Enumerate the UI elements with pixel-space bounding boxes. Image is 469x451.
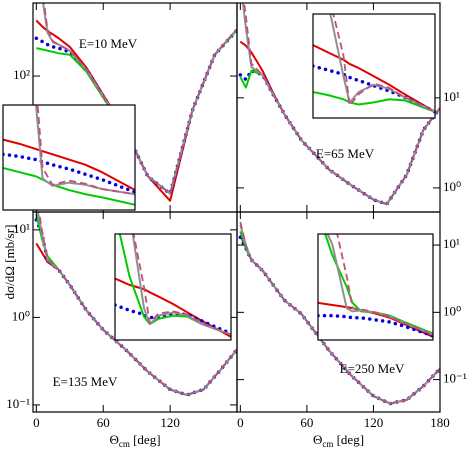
data-line [332,14,435,113]
x-tick-label: 180 [430,415,450,430]
data-line [239,221,440,405]
inset [115,234,231,338]
y-tick-label: 10² [13,67,30,82]
data-line [38,212,237,396]
x-tick-label: 120 [160,415,180,430]
x-tick-label: 0 [33,415,40,430]
inset-frame [114,233,232,341]
panel [238,221,440,406]
data-line [36,105,135,196]
y-tick-label: 10⁰ [443,179,461,194]
panel [34,3,237,202]
data-line [132,234,231,336]
panel [238,3,440,206]
panel [34,212,237,397]
x-axis-label: Θcm [deg] [109,432,160,449]
y-tick-label: 10⁰ [12,308,30,323]
x-axis-label-part: Θ [109,432,118,447]
inset-background [318,234,433,340]
data-line [336,234,433,336]
data-line [3,138,135,191]
y-tick-label: 10⁻¹ [6,396,30,411]
inset-frame [317,233,434,341]
energy-label: E=250 MeV [340,361,405,376]
y-tick-label: 10¹ [443,89,460,104]
y-axis-label: dσ/dΩ [mb/sr] [2,225,17,300]
y-tick-label: 10¹ [13,221,30,236]
data-line [313,44,435,113]
inset-background [3,105,135,210]
y-tick-label: 10⁻¹ [443,371,467,386]
x-axis-label-part: Θ [313,432,322,447]
y-tick-label: 10¹ [443,236,460,251]
x-axis-label-part: [deg] [333,432,364,447]
data-line [43,3,237,195]
inset-frame [2,104,136,211]
x-axis-label-part: cm [322,439,333,449]
data-line [318,313,433,338]
energy-label: E=65 MeV [316,146,375,161]
x-tick-label: 120 [364,415,384,430]
y-tick-label: 10⁰ [443,303,461,318]
x-axis-label: Θcm [deg] [313,432,364,449]
x-axis-label-part: cm [119,439,130,449]
data-line [313,91,435,113]
data-line [243,3,440,206]
inset [318,234,433,338]
energy-label: E=135 MeV [53,374,118,389]
x-axis-label-part: [deg] [130,432,161,447]
x-tick-label: 60 [300,415,313,430]
inset [313,14,435,114]
x-tick-label: 0 [237,415,244,430]
inset [3,105,135,206]
panel-frame [236,211,441,413]
data-line [3,152,135,194]
inset-frame [312,13,436,119]
data-line [131,234,231,336]
x-tick-label: 60 [97,415,110,430]
energy-label: E=10 MeV [79,36,138,51]
